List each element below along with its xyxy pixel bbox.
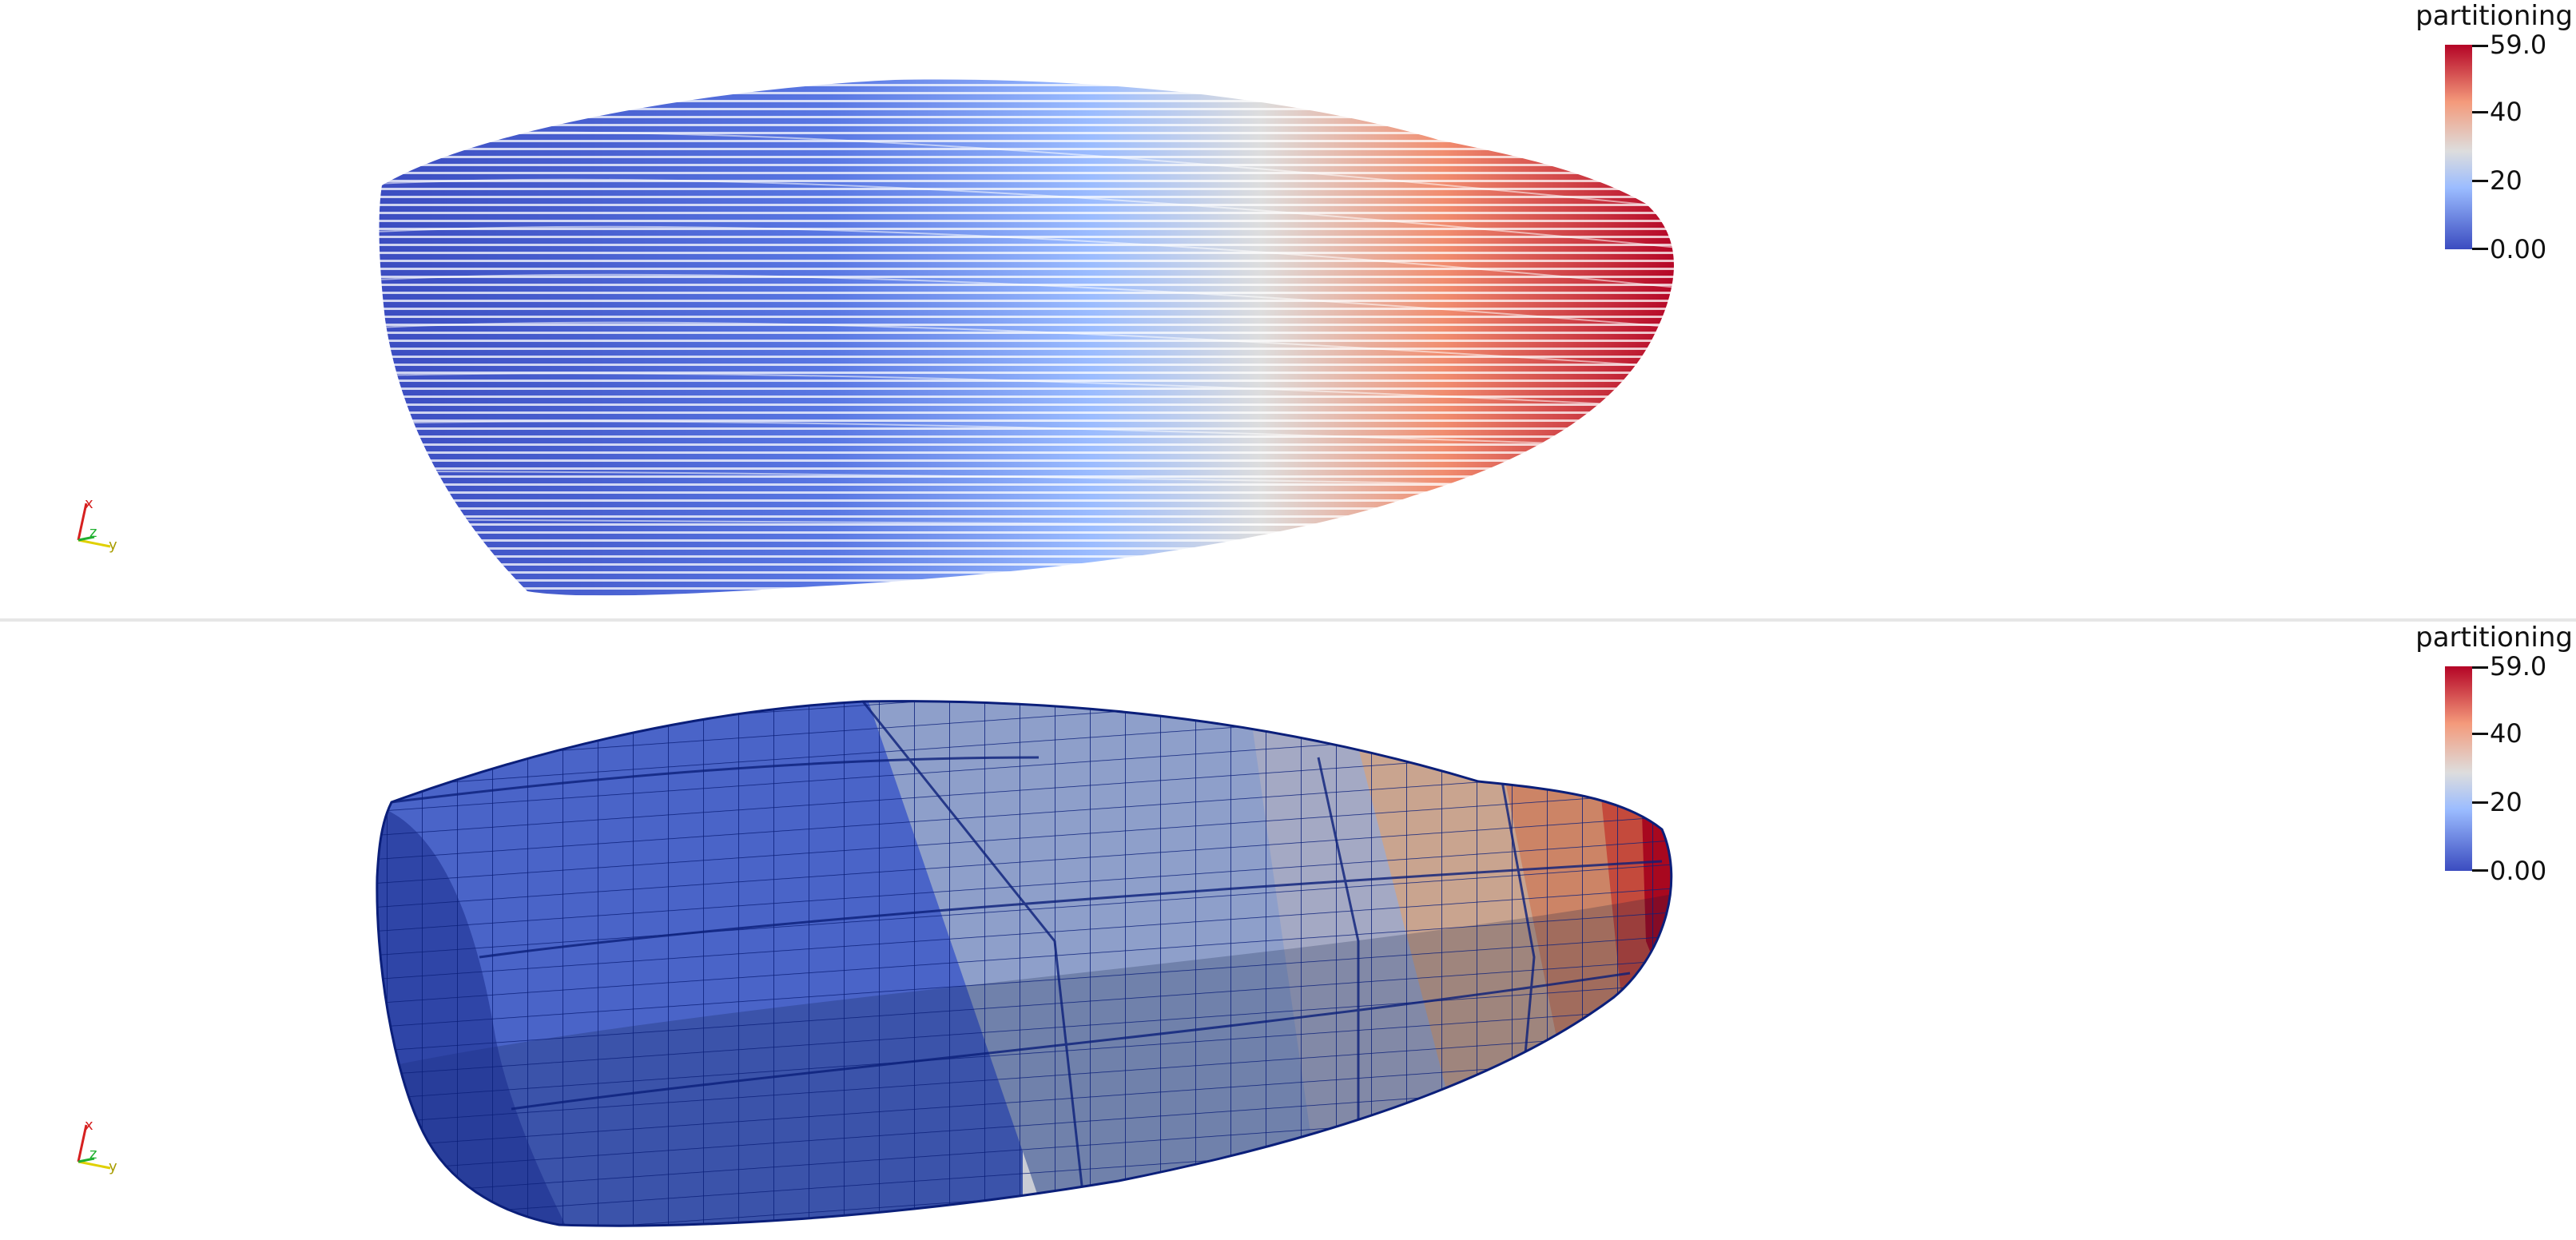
scalar-bar-label-20: 20: [2490, 787, 2522, 817]
scalar-bar-max-label: 59.0: [2490, 651, 2547, 682]
axis-x-label: x: [85, 495, 93, 512]
orientation-axes-bottom: x z y: [67, 1111, 131, 1182]
colormap-bar: [2445, 666, 2472, 871]
scalar-bar-title: partitioning: [2415, 0, 2573, 32]
scalar-bar-tick: [2472, 733, 2488, 735]
scalar-bar-tick: [2472, 801, 2488, 804]
scalar-bar-top[interactable]: partitioning 59.0 40 20 0.00: [2415, 0, 2576, 272]
fiber-bundle: [379, 79, 1674, 596]
render-view-top[interactable]: partitioning 59.0 40 20 0.00 x z y: [0, 0, 2576, 618]
colormap-bar: [2445, 45, 2472, 249]
axis-y-label: y: [109, 537, 117, 554]
streamline-geometry[interactable]: [0, 0, 2576, 618]
partition-blocks: [376, 701, 1672, 1226]
scalar-bar-min-label: 0.00: [2490, 856, 2547, 886]
scalar-bar-label-40: 40: [2490, 97, 2522, 127]
scalar-bar-title: partitioning: [2415, 622, 2573, 654]
mesh-geometry[interactable]: [0, 622, 2576, 1240]
scalar-bar-tick: [2472, 666, 2488, 669]
render-view-bottom[interactable]: partitioning 59.0 40 20 0.00 x z y: [0, 622, 2576, 1240]
axis-z-label: z: [89, 1146, 97, 1162]
scalar-bar-tick: [2472, 869, 2488, 872]
orientation-axes-top: x z y: [67, 489, 131, 561]
scalar-bar-tick: [2472, 45, 2488, 47]
axis-x-label: x: [85, 1117, 93, 1134]
scalar-bar-tick: [2472, 248, 2488, 250]
scalar-bar-label-20: 20: [2490, 165, 2522, 196]
scalar-bar-tick: [2472, 111, 2488, 113]
scalar-bar-tick: [2472, 180, 2488, 182]
scalar-bar-max-label: 59.0: [2490, 30, 2547, 60]
viewport-divider[interactable]: [0, 618, 2576, 622]
scalar-bar-bottom[interactable]: partitioning 59.0 40 20 0.00: [2415, 622, 2576, 893]
axis-y-label: y: [109, 1159, 117, 1175]
axis-z-label: z: [89, 524, 97, 541]
scalar-bar-label-40: 40: [2490, 718, 2522, 749]
mesh-outline: [376, 700, 1673, 1227]
scalar-bar-min-label: 0.00: [2490, 234, 2547, 264]
